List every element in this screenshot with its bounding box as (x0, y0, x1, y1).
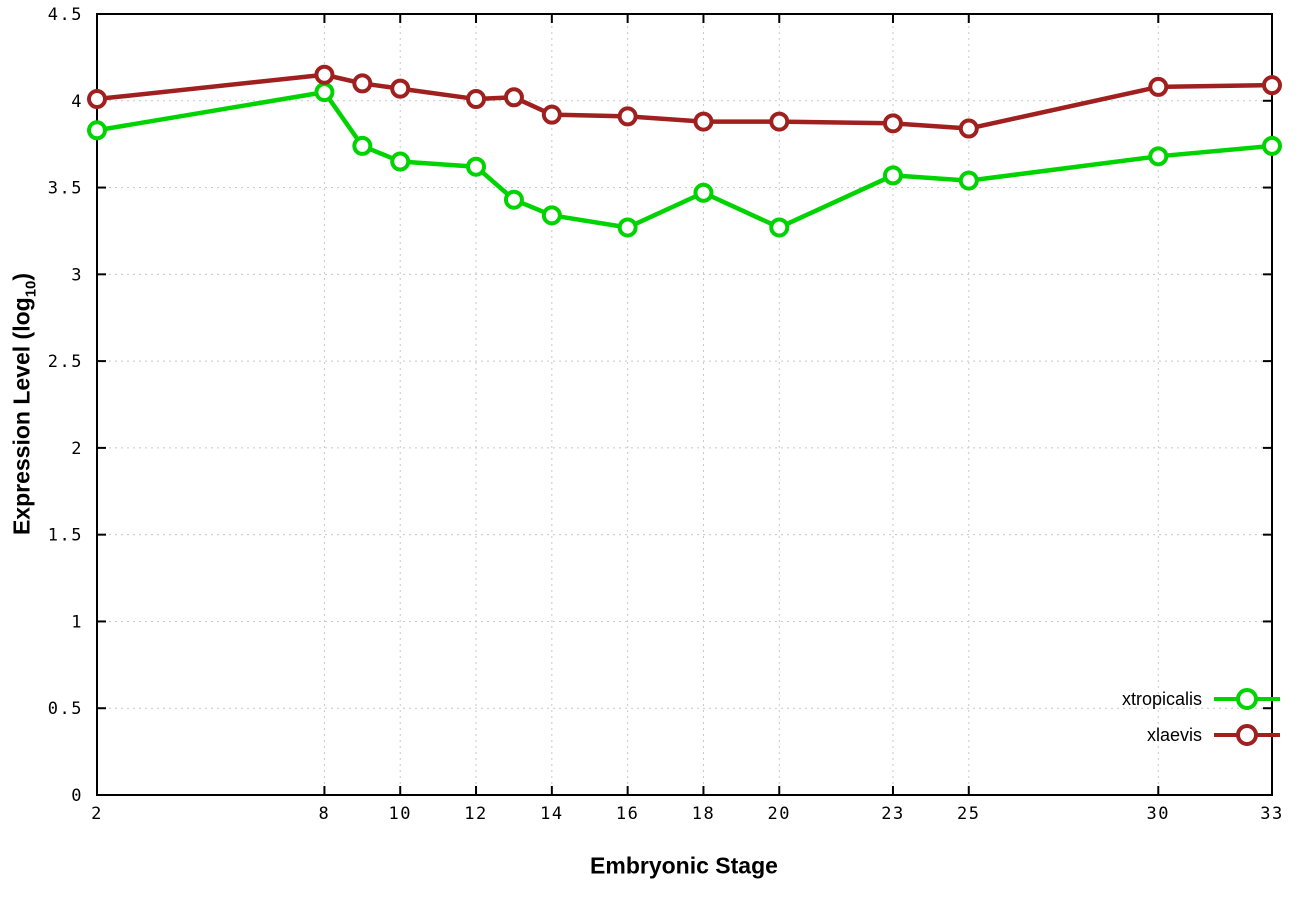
data-point-xlaevis (693, 111, 714, 132)
x-tick-label: 10 (388, 804, 411, 824)
y-axis-title-sub: 10 (22, 280, 40, 298)
plot-border (96, 13, 1273, 796)
data-point-xlaevis (958, 118, 979, 139)
data-point-xtropicalis (503, 189, 524, 210)
legend-label: xlaevis (1146, 724, 1202, 745)
data-point-xlaevis (314, 64, 335, 85)
legend-item-xtropicalis: xtropicalis (1122, 684, 1280, 714)
legend-swatch (1214, 724, 1280, 746)
data-point-xtropicalis (617, 217, 638, 238)
data-point-xlaevis (87, 89, 107, 110)
y-tick-label: 0.5 (48, 699, 83, 719)
data-point-xlaevis (541, 104, 562, 125)
y-axis-title-suffix: ) (8, 272, 35, 281)
y-tick-label: 1.5 (48, 526, 83, 546)
x-axis-title: Embryonic Stage (590, 852, 778, 879)
y-tick-label: 4.5 (48, 5, 83, 25)
y-tick-label: 0 (71, 786, 83, 806)
series-line-xtropicalis (94, 89, 1275, 230)
y-axis-title: Expression Level (log10) (9, 273, 40, 535)
data-point-xtropicalis (1262, 135, 1282, 156)
x-tick-label: 16 (616, 804, 639, 824)
x-tick-label: 2 (91, 804, 103, 824)
data-point-xtropicalis (314, 82, 335, 103)
x-tick-label: 12 (464, 804, 487, 824)
y-tick-label: 3 (71, 265, 83, 285)
data-point-xtropicalis (693, 182, 714, 203)
data-point-xlaevis (466, 89, 487, 110)
x-tick-label: 25 (957, 804, 980, 824)
data-point-xlaevis (390, 78, 411, 99)
legend-label: xtropicalis (1121, 688, 1202, 709)
data-point-xtropicalis (769, 217, 790, 238)
data-point-xlaevis (503, 87, 524, 108)
data-point-xlaevis (769, 111, 790, 132)
data-point-xtropicalis (466, 156, 487, 177)
data-point-xlaevis (882, 113, 903, 134)
y-axis-title-text: Expression Level (log (8, 297, 35, 536)
data-point-xlaevis (1262, 75, 1282, 96)
data-point-xtropicalis (1148, 146, 1169, 167)
x-tick-label: 18 (692, 804, 715, 824)
legend-item-xlaevis: xlaevis (1122, 720, 1280, 750)
data-point-xtropicalis (541, 205, 562, 226)
data-point-xlaevis (352, 73, 373, 94)
x-tick-label: 23 (881, 804, 904, 824)
legend: xtropicalis xlaevis (1122, 684, 1280, 750)
legend-marker-icon (1236, 688, 1258, 710)
y-tick-label: 4 (71, 92, 83, 112)
data-point-xtropicalis (352, 135, 373, 156)
data-point-xlaevis (1148, 76, 1169, 97)
y-tick-label: 2.5 (48, 352, 83, 372)
x-tick-label: 30 (1147, 804, 1170, 824)
x-tick-label: 8 (319, 804, 331, 824)
y-tick-label: 2 (71, 439, 83, 459)
legend-swatch (1214, 688, 1280, 710)
data-point-xlaevis (617, 106, 638, 127)
data-point-xtropicalis (87, 120, 107, 141)
x-tick-label: 20 (768, 804, 791, 824)
x-tick-label: 14 (540, 804, 563, 824)
x-tick-label: 33 (1260, 804, 1283, 824)
y-tick-label: 3.5 (48, 179, 83, 199)
data-point-xtropicalis (882, 165, 903, 186)
legend-marker-icon (1236, 724, 1258, 746)
y-tick-label: 1 (71, 612, 83, 632)
data-point-xtropicalis (390, 151, 411, 172)
data-point-xtropicalis (958, 170, 979, 191)
